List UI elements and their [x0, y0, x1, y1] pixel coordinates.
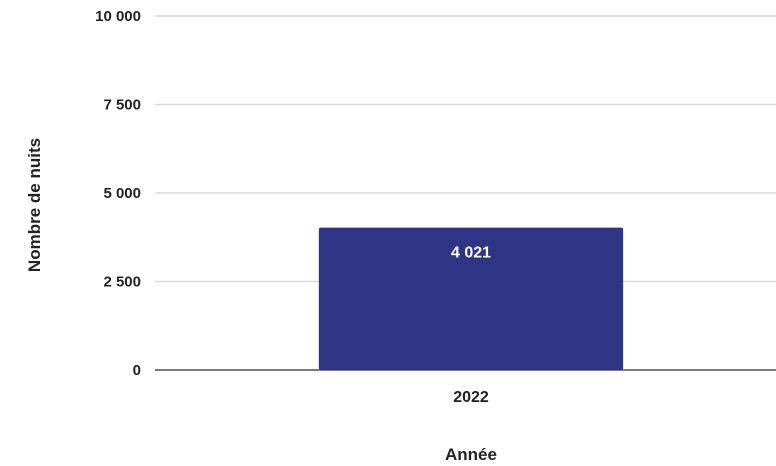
bars: 4 021	[318, 227, 624, 370]
y-tick-label: 5 000	[103, 185, 141, 202]
y-tick-label: 0	[133, 362, 141, 379]
y-tick-label: 2 500	[103, 274, 141, 291]
y-axis-title: Nombre de nuits	[25, 138, 44, 272]
y-axis-ticks: 0 2 500 5 000 7 500 10 000	[95, 8, 141, 379]
x-axis-categories: 2022	[453, 389, 489, 406]
bar-data-label: 4 021	[451, 245, 491, 262]
x-axis-title: Année	[445, 445, 497, 464]
bar	[318, 227, 624, 370]
y-tick-label: 10 000	[95, 8, 141, 25]
y-tick-label: 7 500	[103, 97, 141, 114]
x-category-label: 2022	[453, 389, 489, 406]
